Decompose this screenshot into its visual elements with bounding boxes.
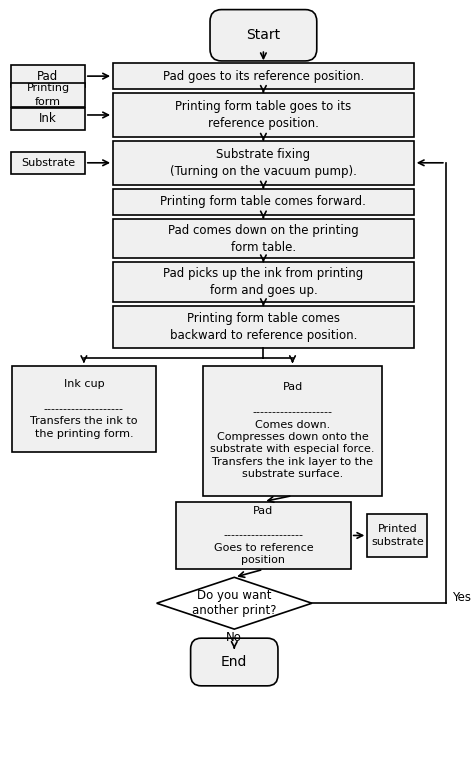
Text: End: End xyxy=(221,655,247,669)
Text: Printing form table goes to its
reference position.: Printing form table goes to its referenc… xyxy=(175,100,352,130)
Text: Printing form table comes forward.: Printing form table comes forward. xyxy=(161,195,366,208)
Text: No: No xyxy=(227,631,242,644)
Text: Printing form table comes
backward to reference position.: Printing form table comes backward to re… xyxy=(170,312,357,342)
Bar xyxy=(113,63,414,89)
Text: Pad goes to its reference position.: Pad goes to its reference position. xyxy=(163,70,364,83)
Bar xyxy=(113,93,414,137)
Bar xyxy=(113,189,414,214)
FancyBboxPatch shape xyxy=(210,9,317,61)
Bar xyxy=(11,152,85,174)
Bar xyxy=(11,65,85,87)
Text: Pad: Pad xyxy=(37,70,59,83)
Text: Do you want
another print?: Do you want another print? xyxy=(192,589,276,617)
Bar xyxy=(113,262,414,303)
Text: Printing
form: Printing form xyxy=(27,84,70,107)
Text: Start: Start xyxy=(246,29,281,43)
Bar xyxy=(113,141,414,185)
Bar xyxy=(113,307,414,348)
Bar xyxy=(367,513,428,557)
FancyBboxPatch shape xyxy=(191,639,278,686)
Text: Yes: Yes xyxy=(452,591,471,604)
Text: Pad picks up the ink from printing
form and goes up.: Pad picks up the ink from printing form … xyxy=(163,267,364,297)
Bar xyxy=(12,366,155,452)
Bar xyxy=(176,502,351,570)
Text: Pad comes down on the printing
form table.: Pad comes down on the printing form tabl… xyxy=(168,224,359,254)
Text: Substrate fixing
(Turning on the vacuum pump).: Substrate fixing (Turning on the vacuum … xyxy=(170,148,357,178)
Text: Substrate: Substrate xyxy=(21,158,75,168)
Text: Pad

--------------------
Comes down.
Compresses down onto the
substrate with es: Pad -------------------- Comes down. Com… xyxy=(210,382,375,479)
Polygon shape xyxy=(156,577,312,629)
Bar xyxy=(11,83,85,107)
Text: Ink cup

--------------------
Transfers the ink to
the printing form.: Ink cup -------------------- Transfers t… xyxy=(30,379,137,439)
Bar xyxy=(203,366,382,495)
Bar xyxy=(113,218,414,259)
Text: Printed
substrate: Printed substrate xyxy=(371,524,424,547)
Bar xyxy=(11,108,85,130)
Text: Ink: Ink xyxy=(39,112,57,125)
Text: Pad

--------------------
Goes to reference
position: Pad -------------------- Goes to referen… xyxy=(214,505,313,565)
